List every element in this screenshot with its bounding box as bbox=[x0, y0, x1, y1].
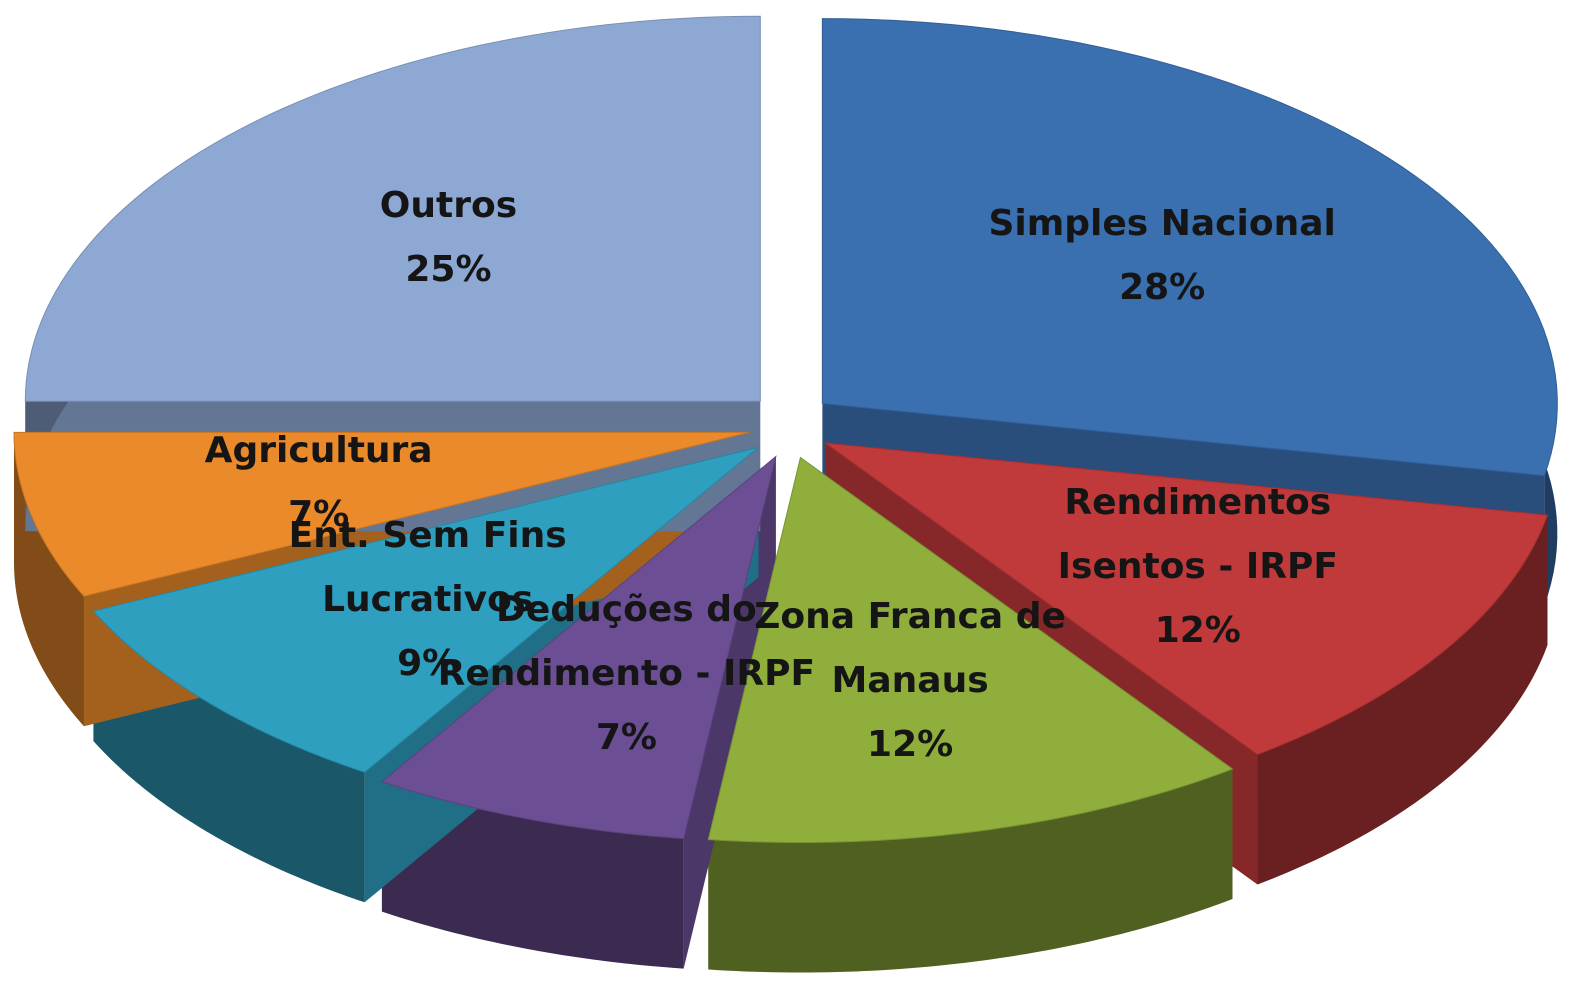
slice-side bbox=[381, 781, 684, 969]
slice-label: Simples Nacional 28% bbox=[972, 192, 1352, 320]
value-label: 12% bbox=[1154, 609, 1241, 651]
slice bbox=[707, 456, 1234, 844]
slice-label: Outros 25% bbox=[258, 174, 638, 302]
slice-side bbox=[14, 432, 84, 727]
slice bbox=[24, 15, 761, 402]
value-label: 7% bbox=[595, 716, 657, 758]
slice bbox=[13, 431, 750, 597]
slice-side bbox=[1257, 515, 1548, 885]
value-label: 28% bbox=[1119, 267, 1206, 309]
value-label: 7% bbox=[288, 493, 350, 535]
slice bbox=[823, 442, 1549, 756]
slice-tops bbox=[13, 15, 1558, 844]
slice-label: Zona Franca de Manaus 12% bbox=[720, 585, 1100, 777]
slice bbox=[92, 446, 759, 773]
category-label: Outros bbox=[379, 184, 518, 226]
value-label: 9% bbox=[397, 642, 459, 684]
category-label: Rendimentos Isentos - IRPF bbox=[1057, 481, 1338, 587]
value-label: 25% bbox=[405, 248, 492, 290]
category-label: Zona Franca de Manaus bbox=[754, 596, 1066, 702]
slice-label: Deduções do Rendimento - IRPF 7% bbox=[436, 578, 816, 770]
category-label: Simples Nacional bbox=[988, 203, 1336, 245]
category-label: Deduções do Rendimento - IRPF bbox=[437, 588, 816, 694]
value-label: 12% bbox=[867, 724, 954, 766]
category-label: Agricultura bbox=[204, 429, 433, 471]
slice-label: Ent. Sem Fins Lucrativos 9% bbox=[238, 504, 618, 696]
slice bbox=[821, 18, 1558, 477]
slice-label: Rendimentos Isentos - IRPF 12% bbox=[1008, 471, 1388, 663]
slice-label: Agricultura 7% bbox=[129, 419, 509, 547]
slice-side bbox=[708, 769, 1233, 973]
slice bbox=[380, 455, 777, 840]
category-label: Ent. Sem Fins Lucrativos bbox=[288, 514, 567, 620]
